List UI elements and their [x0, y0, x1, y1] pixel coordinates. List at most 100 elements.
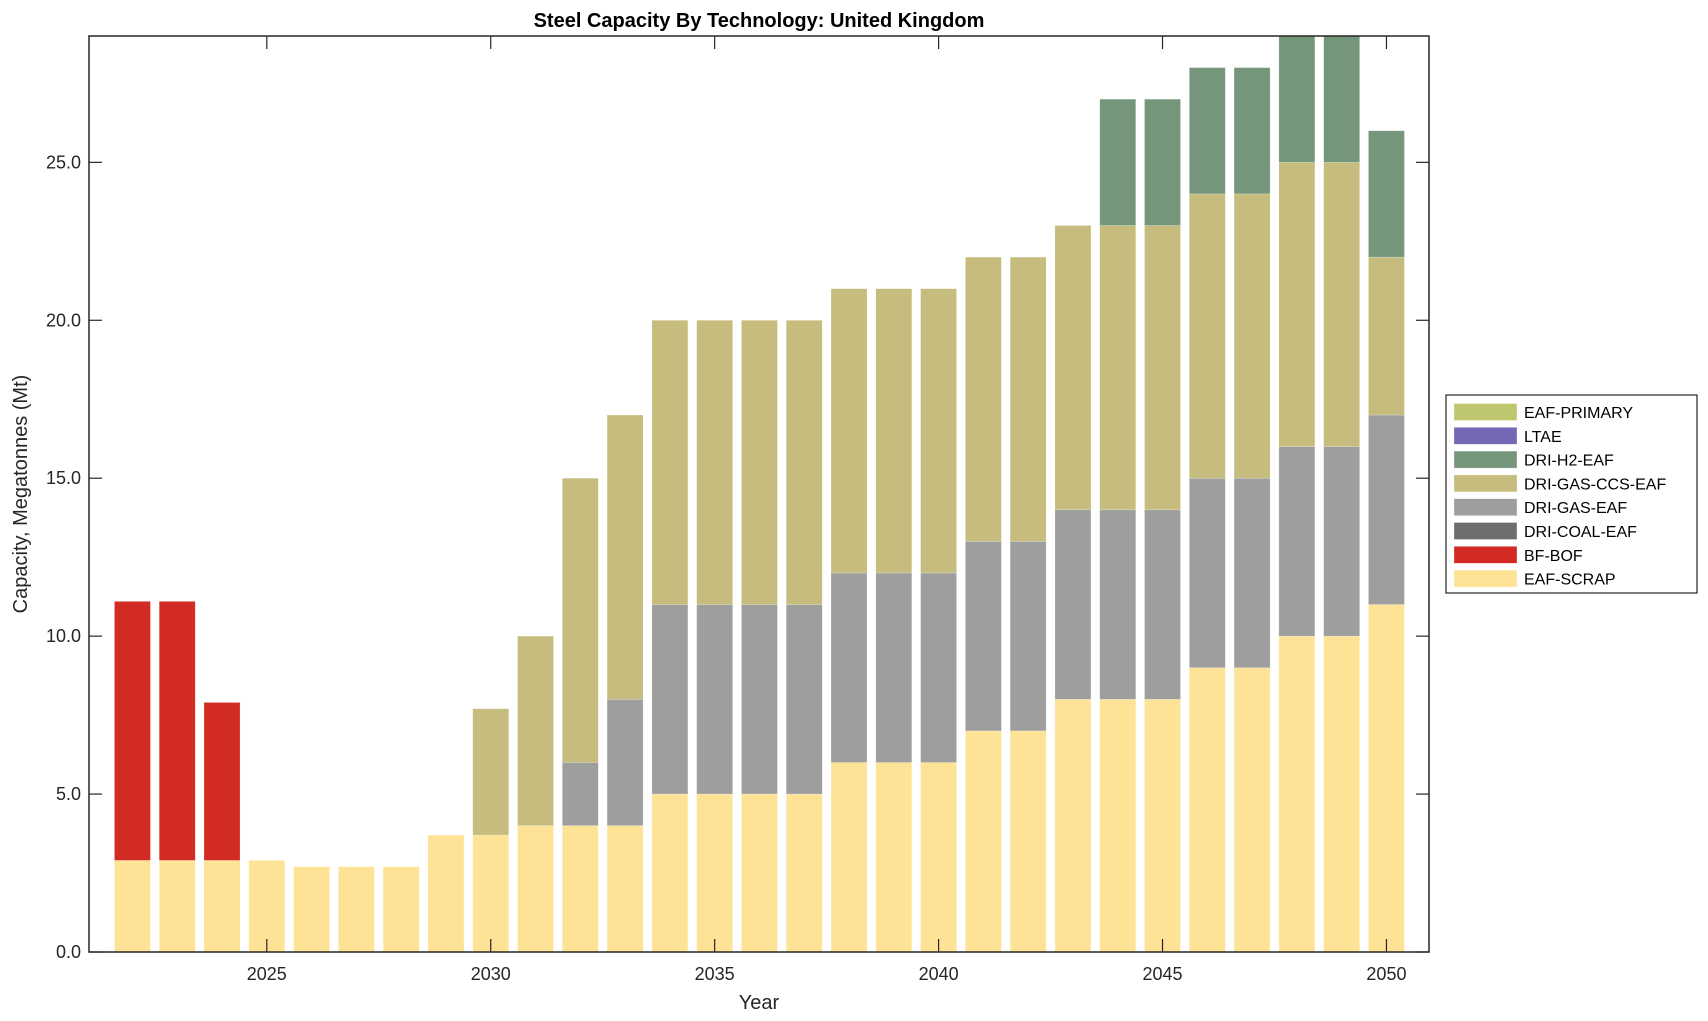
bar-segment-dri-gas-ccs-eaf-2033: DRI-GAS-CCS-EAF 2033: 9	[606, 414, 644, 700]
bar-segment-dri-h2-eaf-2049: DRI-H2-EAF 2049: 4	[1323, 36, 1360, 163]
legend-label: BF-BOF	[1524, 548, 1583, 565]
legend-item-dri-coal-eaf: DRI-COAL-EAF	[1453, 522, 1637, 541]
bar-segment-eaf-scrap-2031: EAF-SCRAP 2031: 4	[517, 825, 554, 952]
y-tick-label: 15.0	[46, 468, 81, 488]
legend-label: DRI-H2-EAF	[1524, 453, 1614, 470]
x-tick-label: 2035	[695, 964, 735, 984]
bar-segment-eaf-scrap-2023: EAF-SCRAP 2023: 2.9	[158, 860, 196, 952]
bar-segment-dri-gas-ccs-eaf-2050: DRI-GAS-CCS-EAF 2050: 5	[1368, 256, 1405, 416]
bar-segment-dri-gas-eaf-2049: DRI-GAS-EAF 2049: 6	[1323, 446, 1360, 637]
legend-swatch	[1453, 426, 1518, 445]
bar-segment-dri-gas-eaf-2036: DRI-GAS-EAF 2036: 6	[741, 604, 778, 795]
legend-item-eaf-primary: EAF-PRIMARY	[1453, 403, 1633, 422]
legend-swatch	[1453, 522, 1518, 540]
legend-item-eaf-scrap: EAF-SCRAP	[1453, 569, 1616, 589]
bar-segment-eaf-scrap-2047: EAF-SCRAP 2047: 9	[1233, 667, 1271, 952]
bar-segment-bf-bof-2022: BF-BOF 2022: 8.2	[114, 601, 151, 861]
bar-segment-dri-gas-ccs-eaf-2047: DRI-GAS-CCS-EAF 2047: 9	[1233, 193, 1271, 479]
bar-segment-dri-h2-eaf-2048: DRI-H2-EAF 2048: 4	[1278, 36, 1316, 163]
bar-segment-dri-gas-ccs-eaf-2041: DRI-GAS-CCS-EAF 2041: 9	[965, 256, 1002, 542]
bar-segment-eaf-scrap-2040: EAF-SCRAP 2040: 6	[920, 762, 957, 952]
bar-segment-eaf-scrap-2027: EAF-SCRAP 2027: 2.7	[338, 866, 375, 952]
bar-segment-dri-gas-ccs-eaf-2032: DRI-GAS-CCS-EAF 2032: 9	[561, 477, 599, 763]
bar-segment-dri-gas-eaf-2048: DRI-GAS-EAF 2048: 6	[1278, 446, 1316, 637]
bar-segment-eaf-scrap-2048: EAF-SCRAP 2048: 10	[1278, 635, 1316, 952]
legend-item-dri-gas-eaf: DRI-GAS-EAF	[1453, 498, 1627, 517]
x-tick-label: 2030	[471, 964, 511, 984]
bar-segment-dri-gas-ccs-eaf-2037: DRI-GAS-CCS-EAF 2037: 9	[785, 319, 823, 605]
x-axis-label: Year	[739, 992, 780, 1014]
y-tick-label: 5.0	[56, 784, 81, 804]
x-tick-label: 2025	[247, 964, 287, 984]
bar-segment-dri-gas-ccs-eaf-2043: DRI-GAS-CCS-EAF 2043: 9	[1054, 225, 1092, 511]
bar-segment-dri-h2-eaf-2045: DRI-H2-EAF 2045: 4	[1144, 98, 1181, 226]
bar-segment-eaf-scrap-2034: EAF-SCRAP 2034: 5	[651, 793, 689, 952]
bar-segment-dri-h2-eaf-2044: DRI-H2-EAF 2044: 4	[1099, 98, 1137, 226]
bar-segment-dri-gas-eaf-2032: DRI-GAS-EAF 2032: 2	[561, 762, 599, 826]
bar-segment-dri-gas-eaf-2035: DRI-GAS-EAF 2035: 6	[696, 604, 733, 795]
bar-segment-eaf-scrap-2032: EAF-SCRAP 2032: 4	[561, 825, 599, 952]
legend-label: DRI-COAL-EAF	[1524, 524, 1637, 541]
legend: EAF-PRIMARY LTAE DRI-H2-EAF DRI-GAS-CCS-EAF…	[1445, 394, 1698, 594]
bars-group: EAF-SCRAP 2022: 2.9BF-BOF 2022: 8.2EAF-S…	[114, 36, 1405, 952]
bar-segment-eaf-scrap-2025: EAF-SCRAP 2025: 2.9	[248, 860, 286, 952]
legend-label: EAF-SCRAP	[1524, 572, 1616, 589]
bar-segment-dri-gas-eaf-2045: DRI-GAS-EAF 2045: 6	[1144, 509, 1181, 700]
bar-segment-eaf-scrap-2043: EAF-SCRAP 2043: 8	[1054, 699, 1092, 952]
bar-segment-dri-gas-ccs-eaf-2030: DRI-GAS-CCS-EAF 2030: 4	[472, 708, 510, 836]
x-axis: 2025 2030 2035 2040 2045 2050	[247, 36, 1406, 984]
bar-segment-eaf-scrap-2029: EAF-SCRAP 2029: 3.7	[427, 834, 465, 952]
bar-segment-eaf-scrap-2022: EAF-SCRAP 2022: 2.9	[114, 860, 151, 952]
bar-segment-dri-gas-ccs-eaf-2045: DRI-GAS-CCS-EAF 2045: 9	[1144, 225, 1181, 511]
bar-segment-dri-gas-eaf-2044: DRI-GAS-EAF 2044: 6	[1099, 509, 1137, 700]
bar-segment-eaf-scrap-2042: EAF-SCRAP 2042: 7	[1009, 730, 1047, 952]
bar-segment-dri-h2-eaf-2047: DRI-H2-EAF 2047: 4	[1233, 67, 1271, 195]
bar-segment-dri-gas-ccs-eaf-2044: DRI-GAS-CCS-EAF 2044: 9	[1099, 225, 1137, 511]
bar-segment-dri-gas-eaf-2033: DRI-GAS-EAF 2033: 4	[606, 699, 644, 826]
legend-swatch	[1453, 498, 1518, 517]
legend-item-dri-gas-ccs-eaf: DRI-GAS-CCS-EAF	[1453, 474, 1666, 493]
bar-segment-dri-h2-eaf-2050: DRI-H2-EAF 2050: 4	[1368, 130, 1405, 258]
bar-segment-eaf-scrap-2044: EAF-SCRAP 2044: 8	[1099, 699, 1137, 952]
bar-segment-dri-gas-eaf-2038: DRI-GAS-EAF 2038: 6	[830, 572, 868, 763]
legend-swatch	[1453, 474, 1518, 493]
bar-segment-eaf-scrap-2035: EAF-SCRAP 2035: 5	[696, 793, 733, 952]
y-tick-label: 0.0	[56, 942, 81, 962]
bar-segment-eaf-scrap-2039: EAF-SCRAP 2039: 6	[875, 762, 913, 952]
bar-segment-eaf-scrap-2026: EAF-SCRAP 2026: 2.7	[293, 866, 330, 952]
bar-segment-eaf-scrap-2038: EAF-SCRAP 2038: 6	[830, 762, 868, 952]
bar-segment-eaf-scrap-2045: EAF-SCRAP 2045: 8	[1144, 699, 1181, 952]
bar-segment-eaf-scrap-2049: EAF-SCRAP 2049: 10	[1323, 635, 1360, 952]
legend-label: DRI-GAS-EAF	[1524, 500, 1627, 517]
y-tick-label: 20.0	[46, 310, 81, 330]
legend-label: EAF-PRIMARY	[1524, 405, 1633, 422]
legend-swatch	[1453, 569, 1518, 588]
bar-segment-dri-gas-eaf-2047: DRI-GAS-EAF 2047: 6	[1233, 477, 1271, 669]
legend-item-ltae: LTAE	[1453, 426, 1562, 446]
bar-segment-dri-gas-ccs-eaf-2042: DRI-GAS-CCS-EAF 2042: 9	[1009, 256, 1047, 542]
bar-segment-dri-gas-ccs-eaf-2046: DRI-GAS-CCS-EAF 2046: 9	[1189, 193, 1226, 479]
plot-area-frame	[88, 35, 1430, 953]
bar-segment-eaf-scrap-2024: EAF-SCRAP 2024: 2.9	[203, 860, 241, 952]
bar-segment-dri-gas-ccs-eaf-2034: DRI-GAS-CCS-EAF 2034: 9	[651, 319, 689, 605]
bar-segment-eaf-scrap-2046: EAF-SCRAP 2046: 9	[1189, 667, 1226, 952]
legend-item-dri-h2-eaf: DRI-H2-EAF	[1453, 450, 1614, 470]
chart-title: Steel Capacity By Technology: United Kin…	[534, 10, 985, 32]
bar-segment-dri-gas-ccs-eaf-2049: DRI-GAS-CCS-EAF 2049: 9	[1323, 162, 1360, 447]
bar-segment-eaf-scrap-2033: EAF-SCRAP 2033: 4	[606, 825, 644, 952]
bar-segment-dri-gas-eaf-2040: DRI-GAS-EAF 2040: 6	[920, 572, 957, 763]
y-axis-label: Capacity, Megatonnes (Mt)	[10, 375, 32, 614]
bar-segment-eaf-scrap-2036: EAF-SCRAP 2036: 5	[741, 793, 778, 952]
bar-segment-dri-gas-ccs-eaf-2038: DRI-GAS-CCS-EAF 2038: 9	[830, 288, 868, 574]
bar-segment-dri-gas-eaf-2039: DRI-GAS-EAF 2039: 6	[875, 572, 913, 763]
x-tick-label: 2050	[1366, 964, 1406, 984]
y-tick-label: 10.0	[46, 626, 81, 646]
bar-segment-dri-gas-eaf-2042: DRI-GAS-EAF 2042: 6	[1009, 541, 1047, 732]
bar-segment-eaf-scrap-2050: EAF-SCRAP 2050: 11	[1368, 604, 1405, 952]
bar-segment-dri-gas-ccs-eaf-2036: DRI-GAS-CCS-EAF 2036: 9	[741, 319, 778, 605]
bar-segment-bf-bof-2024: BF-BOF 2024: 5	[203, 702, 241, 861]
legend-label: LTAE	[1524, 429, 1562, 446]
bar-segment-dri-gas-eaf-2043: DRI-GAS-EAF 2043: 6	[1054, 509, 1092, 700]
bar-segment-dri-gas-eaf-2037: DRI-GAS-EAF 2037: 6	[785, 604, 823, 795]
